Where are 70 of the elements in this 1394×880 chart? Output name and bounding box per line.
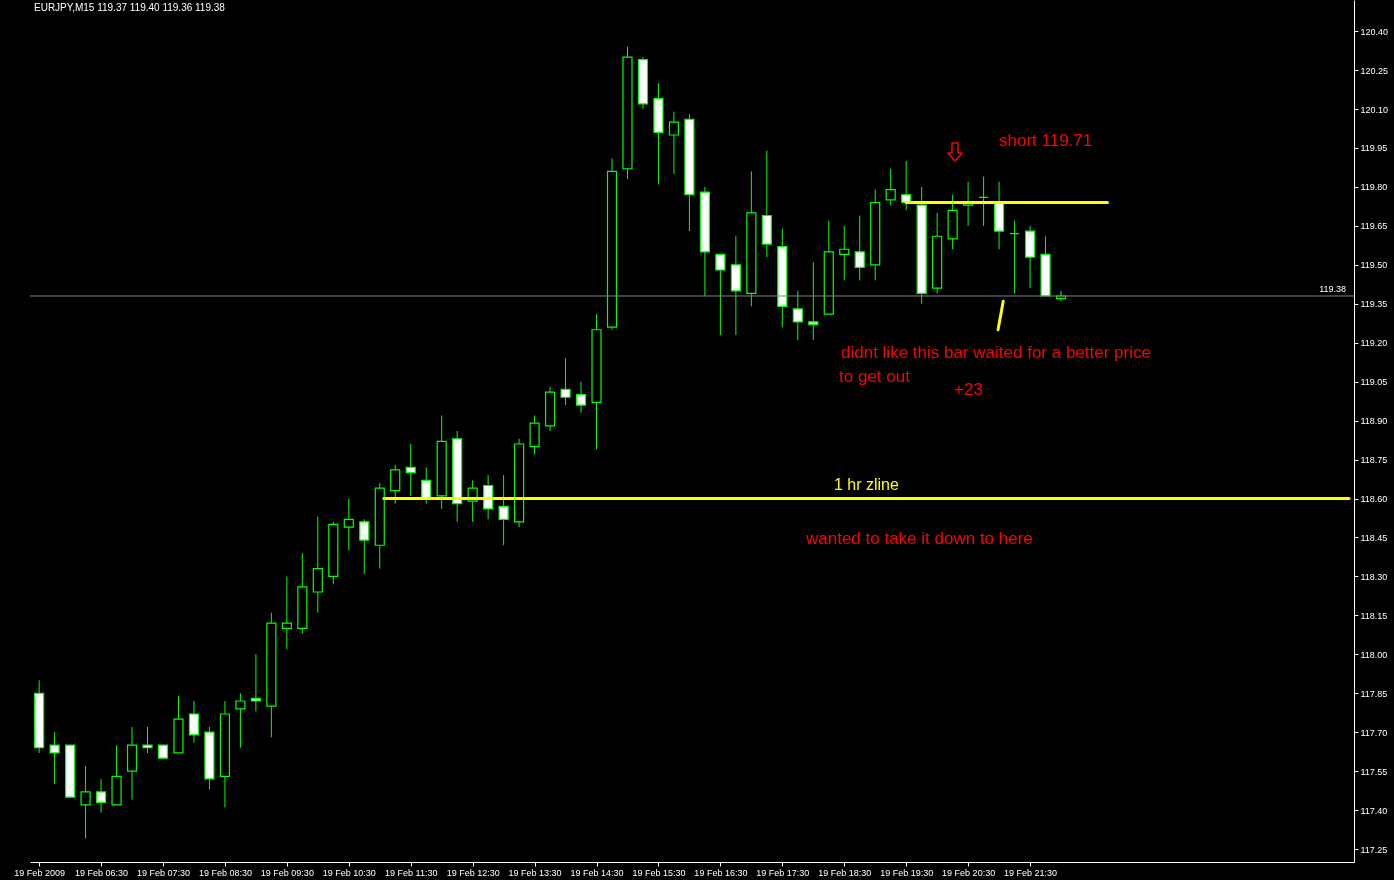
x-tick-label: 19 Feb 20:30 xyxy=(942,867,996,878)
y-tick-label: 117.25 xyxy=(1360,844,1388,855)
candlestick xyxy=(343,498,354,551)
x-tick-label: 19 Feb 21:30 xyxy=(1004,867,1058,878)
x-tick-label: 19 Feb 11:30 xyxy=(385,867,438,878)
candlestick xyxy=(405,443,416,497)
x-tick-label: 19 Feb 14:30 xyxy=(570,867,624,878)
y-tick-label: 120.40 xyxy=(1360,26,1389,37)
annotation: wanted to take it down to here xyxy=(805,529,1033,548)
x-tick-label: 19 Feb 2009 xyxy=(14,867,65,878)
y-tick-label: 119.95 xyxy=(1360,143,1388,154)
x-tick-label: 19 Feb 19:30 xyxy=(880,867,934,878)
x-tick-label: 19 Feb 17:30 xyxy=(756,867,810,878)
candlestick xyxy=(854,215,865,281)
y-tick-label: 119.50 xyxy=(1360,260,1388,271)
x-tick-label: 19 Feb 06:30 xyxy=(75,867,129,878)
y-tick-label: 119.20 xyxy=(1360,338,1388,349)
x-tick-label: 19 Feb 18:30 xyxy=(818,867,872,878)
y-tick-label: 118.00 xyxy=(1360,649,1388,660)
x-tick-label: 19 Feb 16:30 xyxy=(694,867,748,878)
candlestick xyxy=(250,653,261,712)
annotation: short 119.71 xyxy=(999,131,1093,150)
y-tick-label: 119.80 xyxy=(1360,182,1388,193)
y-tick-label: 118.75 xyxy=(1360,455,1388,466)
candlestick xyxy=(235,692,246,749)
x-tick-label: 19 Feb 09:30 xyxy=(260,867,314,878)
y-tick-label: 117.85 xyxy=(1360,688,1388,699)
candlestick xyxy=(498,474,509,546)
annotation: didnt like this bar waited for a better price xyxy=(841,343,1151,362)
y-tick-label: 117.70 xyxy=(1360,727,1388,738)
candlestick xyxy=(808,261,819,341)
candlestick xyxy=(839,225,850,281)
y-tick-label: 118.15 xyxy=(1360,610,1388,621)
y-tick-label: 118.30 xyxy=(1360,571,1388,582)
candlestick xyxy=(359,518,370,575)
candlestick xyxy=(560,357,571,406)
annotation: to get out xyxy=(839,367,911,386)
annotation: +23 xyxy=(954,380,983,399)
candlestick xyxy=(281,575,292,650)
ref-line-label: 119.38 xyxy=(1319,283,1346,294)
x-tick-label: 19 Feb 07:30 xyxy=(136,867,191,878)
x-tick-label: 19 Feb 12:30 xyxy=(446,867,500,878)
candlestick xyxy=(188,700,200,744)
y-tick-label: 118.90 xyxy=(1360,416,1388,427)
candlestick xyxy=(95,778,107,814)
y-tick-label: 119.65 xyxy=(1360,221,1388,232)
candlestick xyxy=(885,168,896,206)
candlestick xyxy=(80,765,91,840)
x-tick-label: 19 Feb 10:30 xyxy=(322,867,376,878)
candlestick xyxy=(575,381,587,414)
candlestick xyxy=(529,414,540,455)
x-tick-label: 19 Feb 15:30 xyxy=(632,867,686,878)
y-tick-label: 118.45 xyxy=(1360,532,1388,543)
y-tick-label: 119.35 xyxy=(1360,299,1388,310)
y-tick-label: 118.60 xyxy=(1360,494,1388,505)
candlestick xyxy=(49,731,60,785)
series-label: 1 hr zline xyxy=(833,475,900,493)
y-tick-label: 117.55 xyxy=(1360,766,1388,777)
y-tick-label: 120.25 xyxy=(1360,65,1389,76)
x-tick-label: 19 Feb 13:30 xyxy=(508,867,562,878)
y-tick-label: 120.10 xyxy=(1360,104,1389,115)
y-tick-label: 119.05 xyxy=(1360,377,1388,388)
y-tick-label: 117.40 xyxy=(1360,805,1388,816)
chart-title: EURJPY,M15 119.37 119.40 119.36 119.38 xyxy=(34,2,226,13)
candlestick xyxy=(715,253,726,336)
candlestick xyxy=(668,111,680,175)
candlestick xyxy=(390,464,401,505)
candlestick xyxy=(792,290,803,341)
candlestick xyxy=(312,516,323,614)
x-tick-label: 19 Feb 08:30 xyxy=(198,867,252,878)
